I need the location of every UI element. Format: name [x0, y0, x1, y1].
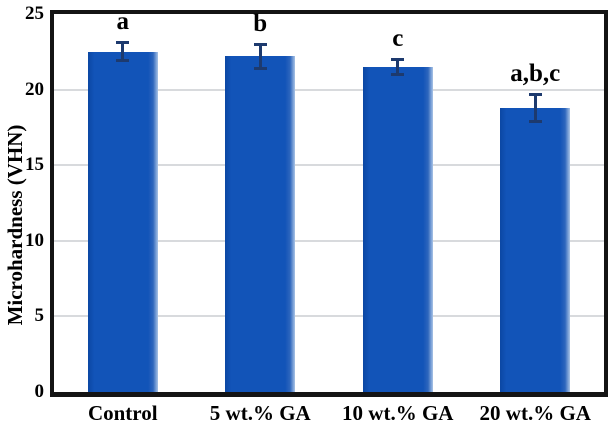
y-axis-title: Microhardness (VHN): [3, 124, 27, 326]
y-tick-label-5: 5: [34, 305, 45, 327]
x-axis-label-5-wt-ga: 5 wt.% GA: [209, 401, 311, 425]
bar-20-wt-ga: [500, 107, 571, 392]
bar-10-wt-ga: [362, 66, 433, 392]
error-bar-cap-top-control: [116, 41, 130, 45]
y-tick-label-15: 15: [25, 154, 44, 176]
x-axis-label-20-wt-ga: 20 wt.% GA: [479, 401, 591, 425]
error-bar-control: [121, 41, 125, 63]
error-bar-cap-top-10-wt-ga: [391, 57, 405, 61]
y-tick-label-20: 20: [25, 78, 44, 100]
error-bar-cap-bottom-control: [116, 59, 130, 63]
error-bar-10-wt-ga: [396, 57, 400, 76]
bar-control: [87, 51, 158, 392]
error-bar-cap-bottom-10-wt-ga: [391, 73, 405, 76]
y-tick-label-0: 0: [34, 381, 45, 402]
significance-label-20-wt-ga: a,b,c: [510, 59, 561, 87]
error-bar-cap-bottom-5-wt-ga: [253, 66, 267, 70]
x-axis-label-control: Control: [87, 401, 158, 425]
error-bar-cap-top-20-wt-ga: [528, 92, 542, 96]
significance-label-10-wt-ga: c: [392, 24, 404, 52]
error-bar-cap-top-5-wt-ga: [253, 42, 267, 46]
error-bar-cap-bottom-20-wt-ga: [528, 119, 542, 123]
gridline-5: [54, 315, 604, 318]
significance-label-control: a: [116, 8, 130, 36]
gridline-15: [54, 164, 604, 167]
plot-area: a b c a,b,c: [50, 8, 608, 397]
significance-label-5-wt-ga: b: [253, 9, 268, 37]
error-bar-5-wt-ga: [258, 42, 262, 70]
gridline-20: [54, 88, 604, 91]
gridline-10: [54, 239, 604, 242]
error-bar-20-wt-ga: [533, 92, 537, 123]
y-tick-label-10: 10: [25, 229, 44, 251]
bar-5-wt-ga: [225, 56, 296, 392]
y-tick-label-25: 25: [25, 3, 44, 24]
x-axis-label-10-wt-ga: 10 wt.% GA: [342, 401, 454, 425]
